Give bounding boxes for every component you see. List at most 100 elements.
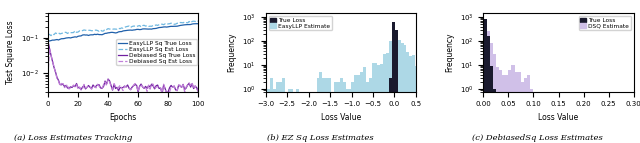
Bar xyxy=(412,55,415,143)
Bar xyxy=(378,65,380,143)
Bar xyxy=(518,72,521,143)
Debiased Sq Est Loss xyxy=(56,85,64,87)
Bar xyxy=(415,66,418,143)
Bar xyxy=(276,82,279,143)
Bar xyxy=(505,75,508,143)
Bar xyxy=(401,43,404,143)
Debiased Sq Est Loss xyxy=(45,47,53,49)
Bar xyxy=(521,82,524,143)
Bar xyxy=(397,40,401,143)
EasyLLP Sq Est Loss xyxy=(115,27,122,29)
Line: Debiased Sq True Loss: Debiased Sq True Loss xyxy=(48,41,198,94)
Bar xyxy=(530,89,533,143)
Legend: True Loss, DSQ Estimate: True Loss, DSQ Estimate xyxy=(579,16,630,30)
Bar xyxy=(291,89,293,143)
Bar xyxy=(328,78,331,143)
Text: (a) Loss Estimates Tracking: (a) Loss Estimates Tracking xyxy=(15,134,132,142)
Bar xyxy=(346,89,348,143)
Bar xyxy=(383,54,386,143)
Bar xyxy=(490,66,493,143)
Bar xyxy=(317,78,319,143)
Bar xyxy=(395,34,397,143)
Bar xyxy=(357,75,360,143)
Debiased Sq Est Loss xyxy=(158,92,166,94)
Bar xyxy=(515,72,518,143)
EasyLLP Sq Est Loss xyxy=(47,35,55,36)
Bar xyxy=(389,78,392,143)
Bar xyxy=(273,89,276,143)
EasyLLP Sq Est Loss xyxy=(56,33,64,35)
Debiased Sq True Loss xyxy=(44,40,52,42)
Bar xyxy=(483,23,486,143)
Debiased Sq Est Loss xyxy=(151,88,159,90)
X-axis label: Epochs: Epochs xyxy=(109,113,137,122)
Bar xyxy=(486,36,490,143)
Bar xyxy=(511,65,515,143)
Bar xyxy=(386,53,389,143)
Debiased Sq True Loss xyxy=(134,91,142,93)
Bar xyxy=(369,78,372,143)
EasyLLP Sq Est Loss xyxy=(136,25,143,26)
Bar xyxy=(319,72,323,143)
Bar xyxy=(325,78,328,143)
Y-axis label: Test Square Loss: Test Square Loss xyxy=(6,20,15,84)
EasyLLP Sq Est Loss xyxy=(44,34,52,35)
Debiased Sq True Loss xyxy=(157,87,164,89)
Bar xyxy=(483,19,486,143)
Bar xyxy=(486,31,490,143)
Bar xyxy=(527,75,530,143)
Bar xyxy=(334,82,337,143)
X-axis label: Loss Value: Loss Value xyxy=(321,113,361,122)
Bar xyxy=(404,45,406,143)
Bar xyxy=(493,54,496,143)
Bar xyxy=(366,82,369,143)
Bar xyxy=(342,82,346,143)
Text: (c) DebiasedSq Loss Estimates: (c) DebiasedSq Loss Estimates xyxy=(472,134,603,142)
Bar xyxy=(323,78,325,143)
EasyLLP Sq True Loss xyxy=(149,28,157,29)
Bar xyxy=(264,89,268,143)
Bar xyxy=(493,89,496,143)
Bar xyxy=(490,43,493,143)
Bar xyxy=(348,89,351,143)
Bar xyxy=(270,78,273,143)
Y-axis label: Frequency: Frequency xyxy=(228,32,237,72)
Bar xyxy=(389,41,392,143)
Bar xyxy=(392,22,395,143)
Debiased Sq True Loss xyxy=(82,88,90,90)
Debiased Sq True Loss xyxy=(195,90,202,92)
Debiased Sq True Loss xyxy=(149,85,157,87)
EasyLLP Sq True Loss xyxy=(44,40,52,42)
Debiased Sq True Loss xyxy=(113,87,121,88)
Debiased Sq Est Loss xyxy=(163,93,170,94)
Bar xyxy=(337,82,340,143)
Bar xyxy=(410,56,412,143)
Bar xyxy=(279,82,282,143)
Bar xyxy=(395,30,397,143)
Bar xyxy=(287,89,291,143)
Line: EasyLLP Sq True Loss: EasyLLP Sq True Loss xyxy=(48,24,198,41)
Bar xyxy=(282,78,285,143)
Debiased Sq Est Loss xyxy=(195,90,202,92)
Bar xyxy=(496,67,499,143)
EasyLLP Sq True Loss xyxy=(82,34,90,36)
Bar xyxy=(406,52,410,143)
EasyLLP Sq True Loss xyxy=(54,39,62,41)
Bar xyxy=(354,75,357,143)
Bar xyxy=(363,67,366,143)
Bar xyxy=(372,63,374,143)
Legend: True Loss, EasyLLP Estimate: True Loss, EasyLLP Estimate xyxy=(269,16,332,30)
Bar xyxy=(499,70,502,143)
Bar xyxy=(392,37,395,143)
Text: (b) EZ Sq Loss Estimates: (b) EZ Sq Loss Estimates xyxy=(267,134,373,142)
Debiased Sq Est Loss xyxy=(136,86,143,88)
X-axis label: Loss Value: Loss Value xyxy=(538,113,579,122)
Y-axis label: Frequency: Frequency xyxy=(445,32,454,72)
Bar xyxy=(502,75,505,143)
Bar xyxy=(296,89,299,143)
EasyLLP Sq True Loss xyxy=(134,28,142,30)
Bar xyxy=(360,72,363,143)
EasyLLP Sq Est Loss xyxy=(158,23,166,25)
EasyLLP Sq Est Loss xyxy=(83,29,91,31)
Bar xyxy=(374,63,378,143)
